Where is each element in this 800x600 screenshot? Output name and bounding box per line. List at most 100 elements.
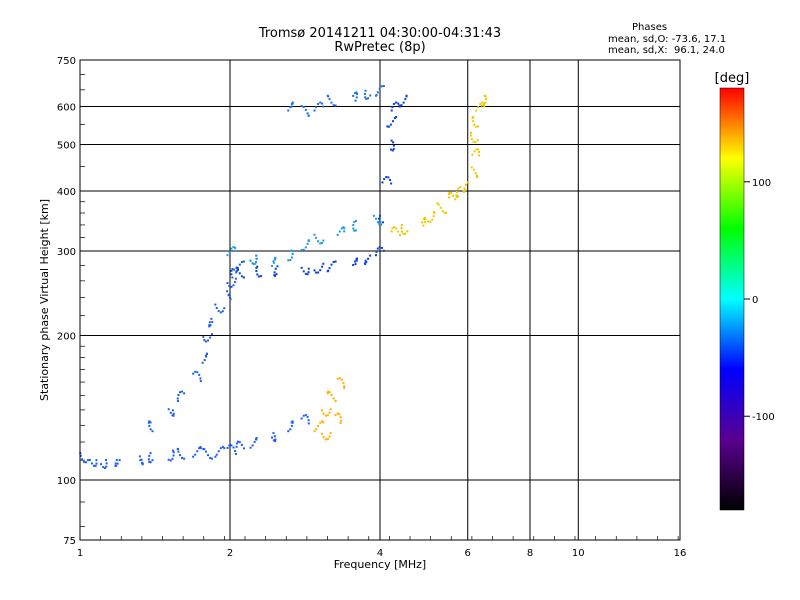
data-point: [234, 280, 237, 283]
data-point: [300, 248, 303, 251]
data-point: [289, 428, 292, 431]
data-point: [304, 272, 307, 275]
x-axis: 1 2 4 6 8 10 16: [77, 536, 687, 559]
data-point: [380, 85, 383, 88]
data-point: [462, 190, 465, 193]
data-point: [306, 415, 309, 418]
data-point: [151, 459, 154, 462]
data-point: [313, 109, 316, 112]
data-point: [147, 421, 150, 424]
phases-heading: Phases: [632, 22, 668, 33]
data-point: [457, 195, 460, 198]
data-point: [304, 108, 307, 111]
data-point: [356, 93, 359, 96]
data-point: [397, 230, 400, 233]
data-point: [167, 458, 170, 461]
data-point: [199, 447, 202, 450]
data-point: [209, 336, 212, 339]
data-point: [229, 298, 232, 301]
data-point: [306, 112, 309, 115]
data-point: [450, 192, 453, 195]
data-point: [274, 440, 277, 443]
data-point: [321, 420, 324, 423]
data-point: [172, 454, 175, 457]
data-point: [483, 105, 486, 108]
data-point: [336, 233, 339, 236]
data-point: [441, 210, 444, 213]
data-point: [400, 230, 403, 233]
data-point: [474, 125, 477, 128]
data-point: [290, 102, 293, 105]
data-point: [315, 236, 318, 239]
data-point: [432, 215, 435, 218]
x-tick-label: 1: [77, 548, 83, 559]
data-point: [104, 467, 107, 470]
data-point: [198, 373, 201, 376]
data-point: [365, 98, 368, 101]
data-point: [287, 259, 290, 262]
data-point: [482, 102, 485, 105]
data-point: [421, 221, 424, 224]
data-point: [354, 92, 357, 95]
data-point: [315, 271, 318, 274]
data-point: [226, 290, 229, 293]
data-point: [376, 91, 379, 94]
data-point: [406, 230, 409, 233]
x-tick-label: 6: [465, 548, 471, 559]
data-point: [340, 378, 343, 381]
data-point: [300, 105, 303, 108]
data-point: [289, 106, 292, 109]
data-point: [392, 226, 395, 229]
data-point: [342, 226, 345, 229]
data-point: [340, 227, 343, 230]
data-point: [233, 268, 236, 271]
y-tick-label: 500: [57, 141, 76, 152]
data-point: [226, 282, 229, 285]
data-point: [328, 391, 331, 394]
data-point: [176, 400, 179, 403]
x-tick-label: 10: [572, 548, 585, 559]
data-point: [338, 413, 341, 416]
data-point: [255, 437, 258, 440]
data-point: [390, 139, 393, 142]
data-point: [192, 455, 195, 458]
x-tick-label: 16: [674, 548, 687, 559]
data-point: [343, 230, 346, 233]
data-point: [149, 421, 152, 424]
data-point: [178, 391, 181, 394]
data-point: [149, 452, 152, 455]
data-point: [383, 178, 386, 181]
data-point: [207, 454, 210, 457]
data-point: [326, 438, 329, 441]
data-point: [148, 424, 151, 427]
data-point: [147, 458, 150, 461]
scatter-points: [79, 85, 488, 470]
data-point: [105, 462, 108, 465]
data-point: [474, 141, 477, 144]
data-point: [306, 242, 309, 245]
data-point: [464, 189, 467, 192]
data-point: [334, 414, 337, 417]
data-point: [328, 267, 331, 270]
data-point: [394, 101, 397, 104]
data-point: [343, 227, 346, 230]
data-point: [471, 120, 474, 123]
data-point: [287, 430, 290, 433]
data-point: [389, 123, 392, 126]
data-point: [176, 397, 179, 400]
data-point: [353, 221, 356, 224]
data-point: [221, 445, 224, 448]
data-point: [338, 377, 341, 380]
data-point: [196, 450, 199, 453]
data-point: [105, 465, 108, 468]
data-point: [423, 221, 426, 224]
data-point: [355, 96, 358, 99]
data-point: [215, 453, 218, 456]
data-point: [208, 325, 211, 328]
data-point: [328, 98, 331, 101]
data-point: [322, 262, 325, 265]
data-point: [382, 85, 385, 88]
data-point: [291, 101, 294, 104]
data-point: [379, 221, 382, 224]
data-point: [320, 432, 323, 435]
